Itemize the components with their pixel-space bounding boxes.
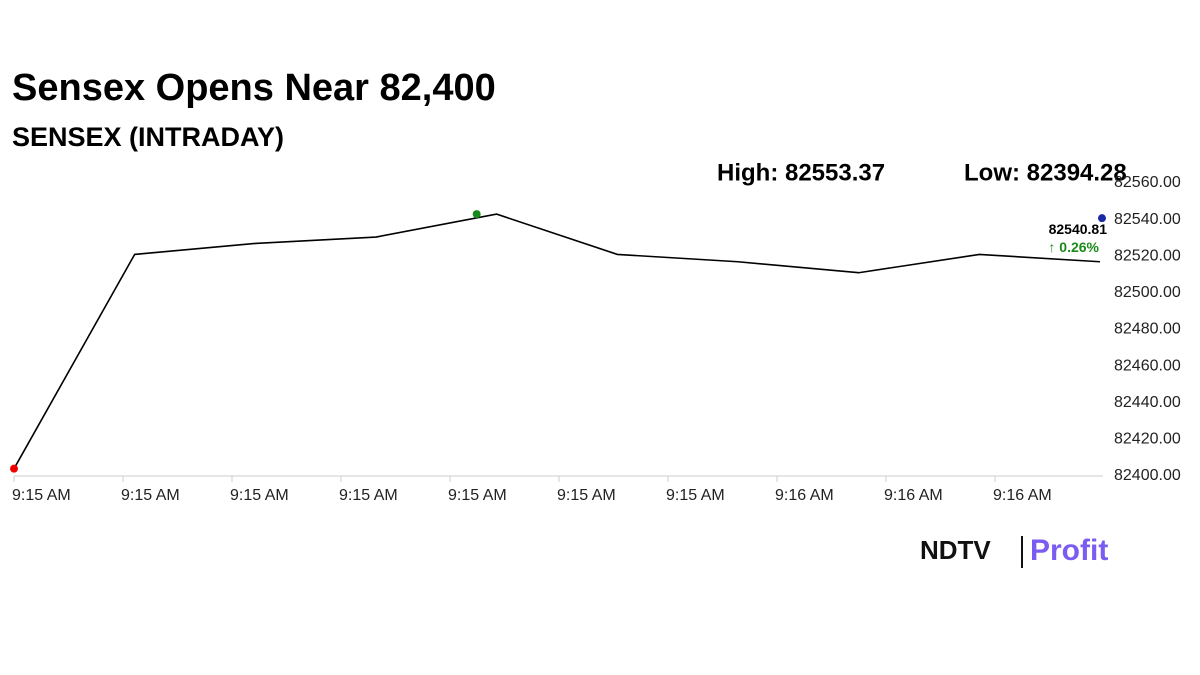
low-label: Low: 82394.28 <box>964 159 1127 186</box>
y-tick-label: 82500.00 <box>1114 284 1181 301</box>
last-point <box>1098 214 1106 223</box>
high-point <box>472 210 481 219</box>
x-tick-label: 9:16 AM <box>993 487 1052 504</box>
y-tick-label: 82560.00 <box>1114 174 1181 191</box>
x-tick-label: 9:16 AM <box>884 487 943 504</box>
y-tick-label: 82480.00 <box>1114 321 1181 338</box>
chart-title: Sensex Opens Near 82,400 <box>12 67 496 109</box>
logo-ndtv: NDTV <box>920 535 991 565</box>
y-tick-label: 82400.00 <box>1114 467 1181 484</box>
x-tick-label: 9:15 AM <box>12 487 71 504</box>
x-tick-label: 9:15 AM <box>339 487 398 504</box>
x-tick-label: 9:15 AM <box>557 487 616 504</box>
chart-subtitle: SENSEX (INTRADAY) <box>12 122 284 152</box>
last-value-label: 82540.81 <box>1049 221 1108 237</box>
x-tick-label: 9:16 AM <box>775 487 834 504</box>
x-tick-label: 9:15 AM <box>230 487 289 504</box>
y-tick-label: 82520.00 <box>1114 247 1181 264</box>
change-label: ↑ 0.26% <box>1048 239 1099 255</box>
y-tick-label: 82460.00 <box>1114 357 1181 374</box>
logo-profit: Profit <box>1030 534 1108 567</box>
x-tick-label: 9:15 AM <box>121 487 180 504</box>
y-tick-label: 82540.00 <box>1114 211 1181 228</box>
y-tick-label: 82420.00 <box>1114 431 1181 448</box>
line <box>13 213 1101 470</box>
y-tick-label: 82440.00 <box>1114 394 1181 411</box>
high-label: High: 82553.37 <box>717 159 885 186</box>
open-point <box>10 464 18 473</box>
x-tick-label: 9:15 AM <box>666 487 725 504</box>
x-tick-label: 9:15 AM <box>448 487 507 504</box>
